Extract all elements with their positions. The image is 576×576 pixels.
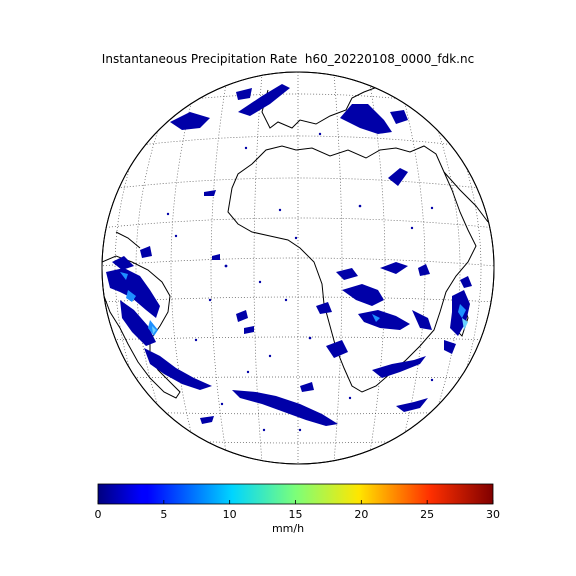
precipitation-overlay: [106, 84, 472, 432]
colorbar-label: mm/h: [271, 522, 305, 535]
colorbar-tick-label: 5: [160, 508, 168, 521]
colorbar-tick-label: 20: [354, 508, 369, 521]
colorbar-tick-label: 25: [420, 508, 435, 521]
colorbar-tick-label: 10: [222, 508, 237, 521]
colorbar-tick-label: 0: [94, 508, 102, 521]
colorbar: [97, 483, 494, 505]
colorbar-tick-label: 30: [486, 508, 500, 521]
colorbar-tick-label: 15: [288, 508, 303, 521]
figure-title: Instantaneous Precipitation Rate h60_202…: [101, 52, 475, 66]
globe: [101, 71, 495, 465]
